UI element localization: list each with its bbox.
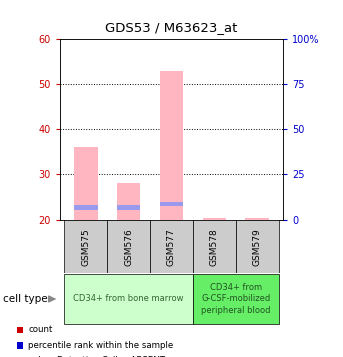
Bar [203,218,226,220]
Text: GSM575: GSM575 [81,228,90,266]
Bar [150,220,193,273]
Text: percentile rank within the sample: percentile rank within the sample [28,341,174,350]
Text: CD34+ from bone marrow: CD34+ from bone marrow [73,295,184,303]
Text: GSM578: GSM578 [210,228,219,266]
Text: GDS53 / M63623_at: GDS53 / M63623_at [105,21,238,34]
Text: cell type: cell type [3,294,48,304]
Text: GSM579: GSM579 [253,228,262,266]
Bar [193,274,279,324]
Bar [117,205,140,210]
Text: GSM576: GSM576 [124,228,133,266]
Text: value, Detection Call = ABSENT: value, Detection Call = ABSENT [28,356,165,357]
Text: GSM577: GSM577 [167,228,176,266]
Bar [74,147,97,220]
Bar [246,218,269,220]
Bar [193,220,236,273]
Bar [107,220,150,273]
Bar [117,183,140,220]
Bar [160,201,183,206]
Bar [236,220,279,273]
Bar [160,71,183,220]
Bar [64,220,107,273]
Bar [74,205,97,210]
Bar [64,274,193,324]
Text: count: count [28,325,53,335]
Text: CD34+ from
G-CSF-mobilized
peripheral blood: CD34+ from G-CSF-mobilized peripheral bl… [201,283,271,315]
